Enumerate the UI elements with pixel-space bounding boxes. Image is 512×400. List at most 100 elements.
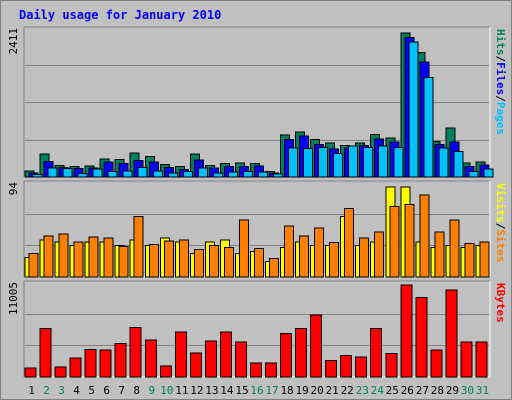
bar-pages-day-24 <box>378 145 389 178</box>
bar-pages-day-23 <box>363 146 374 178</box>
day-label-25: 25 <box>386 384 399 397</box>
legend-part: / <box>494 95 507 102</box>
day-label-17: 17 <box>265 384 278 397</box>
bar-kbytes-day-1 <box>24 367 37 378</box>
bar-pages-day-8 <box>137 166 148 178</box>
day-label-20: 20 <box>311 384 324 397</box>
bar-kbytes-day-18 <box>280 333 293 378</box>
day-label-26: 26 <box>401 384 414 397</box>
day-label-27: 27 <box>416 384 429 397</box>
legend-part: Pages <box>494 102 507 135</box>
bar-kbytes-day-3 <box>54 366 67 378</box>
bar-kbytes-day-14 <box>219 331 232 378</box>
legend-part: KBytes <box>494 283 507 323</box>
day-label-16: 16 <box>250 384 263 397</box>
bar-kbytes-day-28 <box>430 349 443 378</box>
bar-kbytes-day-5 <box>84 348 97 378</box>
bar-sites-day-29 <box>449 219 460 278</box>
bar-sites-day-24 <box>374 231 385 278</box>
bar-pages-day-1 <box>32 174 43 178</box>
bar-kbytes-day-26 <box>400 284 413 378</box>
bar-pages-day-6 <box>107 171 118 178</box>
bar-kbytes-day-4 <box>69 357 82 378</box>
bar-sites-day-2 <box>43 235 54 278</box>
bar-sites-day-4 <box>73 241 84 278</box>
bar-pages-day-10 <box>167 172 178 178</box>
bar-pages-day-27 <box>423 77 434 178</box>
axis-max-label: 94 <box>7 182 20 196</box>
bar-kbytes-day-31 <box>475 341 488 378</box>
bar-kbytes-day-2 <box>39 328 52 378</box>
axis-max-label: 11005 <box>7 282 20 315</box>
axis-legend: Visits/Sites <box>494 183 507 263</box>
day-label-10: 10 <box>160 384 173 397</box>
bar-sites-day-30 <box>464 243 475 278</box>
axis-legend: Hits/Files/Pages <box>494 29 507 135</box>
bar-pages-day-22 <box>348 145 359 178</box>
bar-kbytes-day-27 <box>415 297 428 378</box>
bar-sites-day-28 <box>434 231 445 278</box>
bar-kbytes-day-17 <box>265 362 278 378</box>
day-label-21: 21 <box>326 384 339 397</box>
day-label-4: 4 <box>73 384 80 397</box>
bar-sites-day-26 <box>404 204 415 278</box>
bar-kbytes-day-16 <box>249 362 262 378</box>
panel-kbytes: 11005 KBytes <box>7 280 507 378</box>
day-label-1: 1 <box>28 384 35 397</box>
bar-sites-day-14 <box>223 247 234 278</box>
day-label-18: 18 <box>280 384 293 397</box>
bar-sites-day-18 <box>284 225 295 278</box>
bar-pages-day-15 <box>242 171 253 178</box>
legend-part: / <box>494 223 507 230</box>
bar-pages-day-30 <box>468 171 479 178</box>
bar-pages-day-18 <box>288 147 299 178</box>
day-label-8: 8 <box>133 384 140 397</box>
day-label-28: 28 <box>431 384 444 397</box>
bar-sites-day-12 <box>193 249 204 278</box>
bar-sites-day-9 <box>148 244 159 278</box>
bar-sites-day-6 <box>103 237 114 278</box>
bar-pages-day-12 <box>197 167 208 178</box>
day-label-6: 6 <box>103 384 110 397</box>
bar-pages-day-7 <box>122 170 133 178</box>
bar-pages-day-21 <box>333 152 344 178</box>
bar-kbytes-day-22 <box>340 354 353 378</box>
day-label-14: 14 <box>220 384 234 397</box>
day-label-23: 23 <box>356 384 369 397</box>
bar-sites-day-3 <box>58 233 69 278</box>
bar-kbytes-day-19 <box>295 328 308 378</box>
bar-sites-day-5 <box>88 236 99 278</box>
bar-kbytes-day-10 <box>159 365 172 378</box>
day-label-5: 5 <box>88 384 95 397</box>
bar-sites-day-27 <box>419 194 430 278</box>
day-label-12: 12 <box>190 384 203 397</box>
bar-pages-day-31 <box>483 168 494 178</box>
day-axis: 1 2 3 4 5 6 7 8 9 10 11 12 13 14 15 16 17 18 19 20 21 22 23 24 2… <box>28 384 489 397</box>
bar-kbytes-day-23 <box>355 356 368 378</box>
bar-pages-day-25 <box>393 146 404 178</box>
bar-pages-day-17 <box>273 173 284 178</box>
bar-sites-day-21 <box>329 242 340 278</box>
bar-sites-day-20 <box>314 227 325 278</box>
day-label-24: 24 <box>371 384 385 397</box>
day-label-15: 15 <box>235 384 248 397</box>
day-label-9: 9 <box>148 384 155 397</box>
day-label-13: 13 <box>205 384 218 397</box>
legend-part: Hits <box>494 29 507 56</box>
day-label-19: 19 <box>295 384 308 397</box>
bar-kbytes-day-8 <box>129 327 142 378</box>
day-label-3: 3 <box>58 384 65 397</box>
day-label-11: 11 <box>175 384 188 397</box>
bar-pages-day-26 <box>408 41 419 178</box>
bar-sites-day-25 <box>389 206 400 278</box>
bar-pages-day-16 <box>257 171 268 178</box>
bar-kbytes-day-20 <box>310 314 323 378</box>
bar-sites-day-7 <box>118 246 129 278</box>
bar-pages-day-3 <box>62 168 73 178</box>
bar-sites-day-1 <box>28 253 39 278</box>
day-label-7: 7 <box>118 384 125 397</box>
bar-kbytes-day-15 <box>234 341 247 378</box>
bar-sites-day-22 <box>344 207 355 278</box>
bar-kbytes-day-25 <box>385 353 398 378</box>
